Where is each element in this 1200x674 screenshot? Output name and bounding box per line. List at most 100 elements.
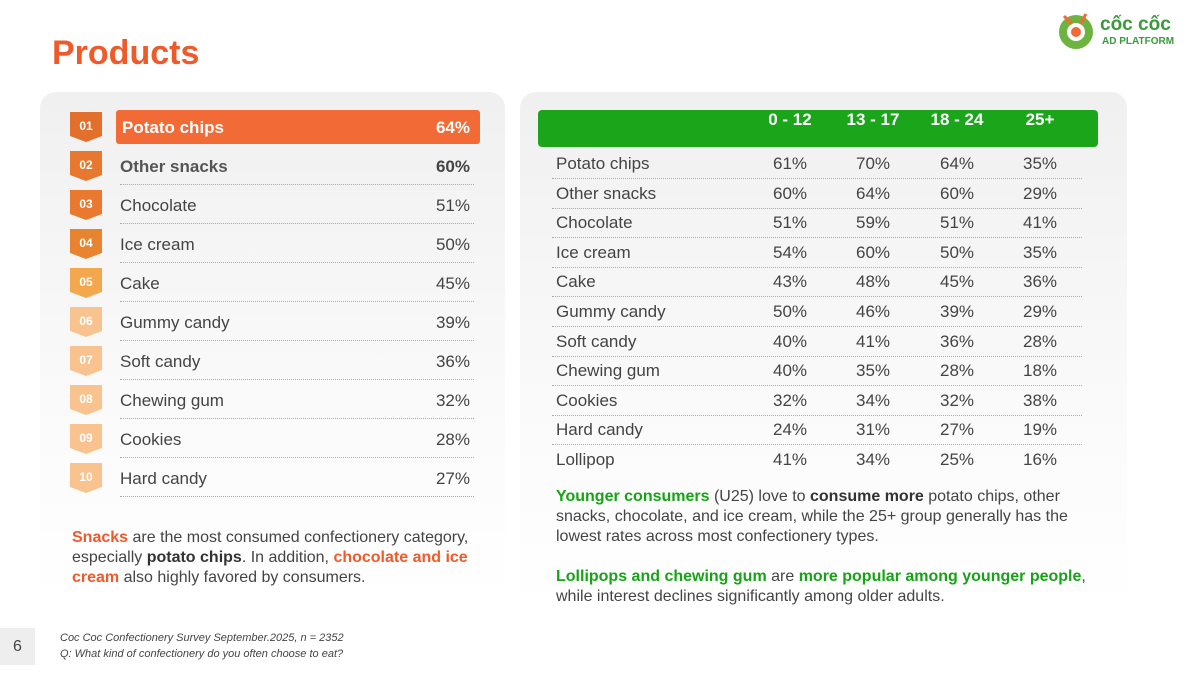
ranking-row: 05 Cake 45% — [68, 266, 480, 302]
rank-badge: 03 — [70, 190, 102, 220]
row-label: Chocolate — [556, 213, 633, 233]
separator — [120, 184, 474, 185]
rank-badge: 08 — [70, 385, 102, 415]
cell: 35% — [855, 361, 891, 381]
cell: 40% — [772, 331, 808, 351]
cell: 41% — [1022, 213, 1058, 233]
cell: 70% — [855, 154, 891, 173]
cell: 64% — [939, 154, 975, 173]
row-label: Gummy candy — [556, 302, 666, 321]
item-value: 64% — [435, 118, 470, 137]
rank-badge: 05 — [70, 268, 102, 298]
cell: 45% — [939, 272, 975, 292]
text-run: (U25) love to — [709, 488, 810, 505]
ranking-row: 07 Soft candy 36% — [68, 344, 480, 380]
item-value: 50% — [435, 235, 470, 254]
note-paragraph: Lollipops and chewing gum are more popul… — [556, 567, 1086, 607]
ranking-panel — [40, 92, 505, 600]
cell: 36% — [939, 331, 975, 351]
separator — [120, 379, 474, 380]
table-row: Ice cream 54% 60% 50% 35% — [552, 238, 1082, 268]
separator — [120, 301, 474, 302]
cell: 43% — [772, 272, 808, 292]
ranking-row: 10 Hard candy 27% — [68, 461, 480, 497]
text-run: chocolate and ice cream — [72, 549, 468, 586]
cell: 48% — [855, 272, 891, 292]
page-number: 6 — [0, 628, 35, 665]
table-row: Chocolate 51% 59% 51% 41% — [552, 208, 1082, 239]
highlight — [116, 110, 480, 144]
item-label: Cookies — [120, 430, 182, 449]
cell: 59% — [855, 213, 891, 233]
text-run: , while interest declines significantly … — [556, 568, 1086, 605]
item-label: Other snacks — [120, 157, 228, 176]
text-run: are — [766, 568, 799, 585]
column-header: 0 - 12 — [768, 110, 812, 129]
ranking-row: 04 Ice cream 50% — [68, 227, 480, 263]
cell: 18% — [1022, 361, 1058, 381]
text-run: Younger consumers — [556, 488, 710, 505]
row-label: Chewing gum — [556, 361, 660, 381]
column-header: 13 - 17 — [846, 110, 900, 129]
cell: 51% — [939, 213, 975, 233]
table-row: Lollipop 41% 34% 25% 16% — [552, 445, 1082, 474]
ranking-row: 02 Other snacks 60% — [68, 149, 480, 185]
row-label: Hard candy — [556, 420, 643, 440]
separator — [120, 418, 474, 419]
cell: 25% — [939, 450, 975, 469]
text-run: more popular among younger people — [798, 568, 1082, 585]
cell: 31% — [855, 420, 891, 440]
notes: Younger consumers (U25) love to consume … — [556, 487, 1086, 627]
separator — [120, 496, 474, 497]
table-row: Cake 43% 48% 45% 36% — [552, 267, 1082, 298]
item-label: Chocolate — [120, 196, 197, 215]
table-row: Cookies 32% 34% 32% 38% — [552, 386, 1082, 416]
table-row: Chewing gum 40% 35% 28% 18% — [552, 356, 1082, 387]
cell: 54% — [772, 242, 808, 262]
cell: 40% — [772, 361, 808, 381]
cell: 64% — [855, 183, 891, 203]
cell: 60% — [772, 183, 808, 203]
logo-icon — [1059, 13, 1093, 49]
ranking-row: 08 Chewing gum 32% — [68, 383, 480, 419]
cell: 39% — [939, 302, 975, 321]
ranking-row: 03 Chocolate 51% — [68, 188, 480, 224]
source: Coc Coc Confectionery Survey September.2… — [60, 632, 344, 644]
table-row: Potato chips 61% 70% 64% 35% — [552, 149, 1082, 179]
ranking-row: 09 Cookies 28% — [68, 422, 480, 458]
table-row: Hard candy 24% 31% 27% 19% — [552, 415, 1082, 446]
rank-badge: 09 — [70, 424, 102, 454]
cell: 34% — [855, 390, 891, 410]
cell: 41% — [772, 450, 808, 469]
cell: 29% — [1022, 302, 1058, 321]
separator — [120, 223, 474, 224]
item-value: 27% — [435, 469, 470, 488]
row-label: Potato chips — [556, 154, 650, 173]
cell: 29% — [1022, 183, 1058, 203]
rank-badge: 02 — [70, 151, 102, 181]
logo-sub: AD PLATFORM — [1102, 36, 1175, 47]
item-value: 28% — [435, 430, 470, 449]
cell: 32% — [939, 390, 975, 410]
cell: 19% — [1022, 420, 1058, 440]
row-label: Cake — [556, 272, 596, 292]
row-label: Lollipop — [556, 450, 615, 469]
cell: 36% — [1022, 272, 1058, 292]
slide-title: Products — [52, 34, 200, 72]
text-run: potato chips — [146, 549, 242, 566]
cell: 28% — [1022, 331, 1058, 351]
item-value: 39% — [435, 313, 470, 332]
cell: 50% — [772, 302, 808, 321]
text-run: are the most consumed confectionery cate… — [72, 529, 469, 566]
cell: 16% — [1022, 450, 1058, 469]
item-label: Hard candy — [120, 469, 207, 488]
cell: 51% — [772, 213, 808, 233]
note-paragraph: Younger consumers (U25) love to consume … — [556, 487, 1086, 547]
cell: 24% — [772, 420, 808, 440]
ranking-row: 06 Gummy candy 39% — [68, 305, 480, 341]
text-run: consume more — [810, 488, 924, 505]
text-run: Lollipops and chewing gum — [556, 568, 767, 585]
item-value: 32% — [435, 391, 470, 410]
cell: 27% — [939, 420, 975, 440]
